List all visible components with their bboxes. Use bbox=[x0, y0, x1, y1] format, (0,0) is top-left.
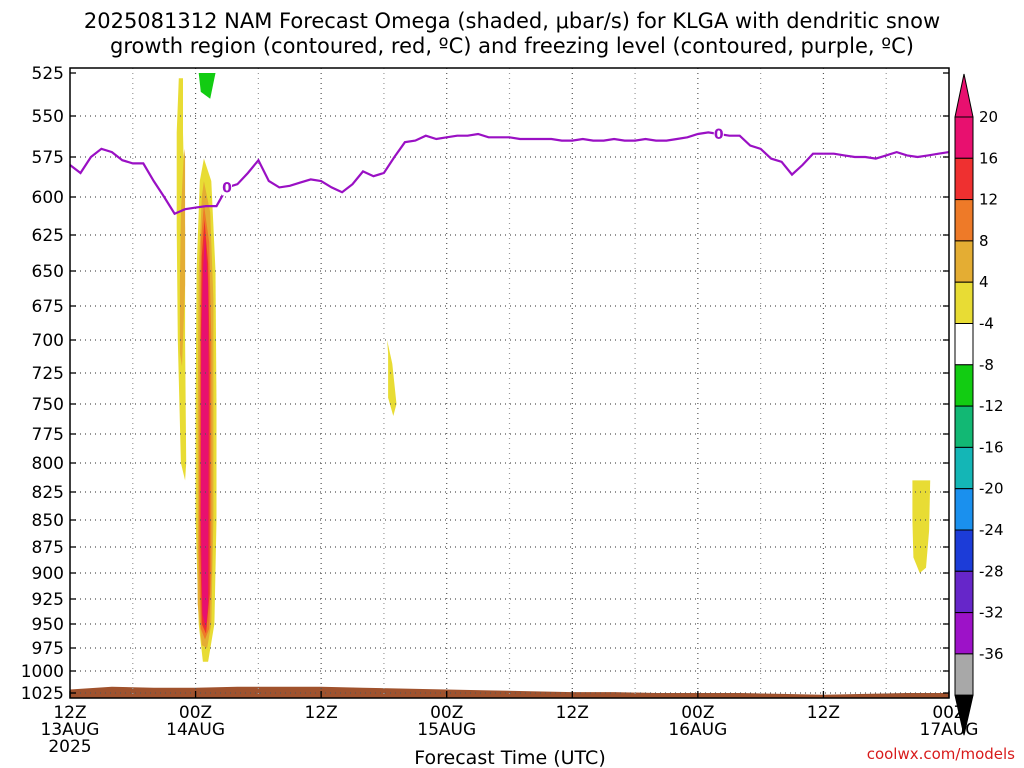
colorbar-label: -4 bbox=[979, 315, 994, 333]
colorbar-swatch bbox=[954, 116, 974, 159]
x-tick-label: 16AUG bbox=[668, 720, 727, 740]
y-tick-label: 575 bbox=[32, 148, 64, 168]
colorbar-swatch bbox=[954, 488, 974, 531]
colorbar-swatch bbox=[954, 653, 974, 696]
y-tick-label: 925 bbox=[32, 590, 64, 610]
colorbar-label: -8 bbox=[979, 356, 994, 374]
x-tick-label: 12Z bbox=[556, 703, 589, 723]
x-tick-label: 12Z bbox=[53, 703, 86, 723]
omega-region-15 bbox=[912, 480, 931, 573]
colorbar-label: -20 bbox=[979, 480, 1004, 498]
omega-region-1 bbox=[179, 148, 186, 367]
omega-region-12 bbox=[387, 340, 397, 416]
colorbar-label: 12 bbox=[979, 191, 998, 209]
chart-title-line-2: growth region (contoured, red, ºC) and f… bbox=[110, 34, 914, 58]
y-tick-label: 775 bbox=[32, 425, 64, 445]
y-tick-label: 525 bbox=[32, 64, 64, 84]
colorbar-swatch bbox=[954, 612, 974, 655]
colorbar-swatch bbox=[954, 281, 974, 325]
colorbar-label: -28 bbox=[979, 562, 1004, 580]
colorbar-legend: 20 16 12 8 4 -4 -8 -12 -16 -20 -24 -28 -32 -36 bbox=[954, 73, 1004, 736]
colorbar-swatch bbox=[954, 446, 974, 490]
y-tick-label: 850 bbox=[32, 511, 64, 531]
grid-layer bbox=[70, 68, 949, 698]
omega-region-6 bbox=[200, 235, 209, 629]
y-tick-label: 750 bbox=[32, 395, 64, 415]
omega-region-9 bbox=[236, 416, 247, 533]
y-tick-label: 875 bbox=[32, 538, 64, 558]
y-tick-label: 700 bbox=[32, 331, 64, 351]
freezing-level-label-bg bbox=[221, 178, 232, 196]
y-tick-label: 825 bbox=[32, 483, 64, 503]
x-tick-label: 12Z bbox=[305, 703, 338, 723]
colorbar-swatch bbox=[954, 529, 974, 572]
y-axis-ticks: 525 550 575 600 625 650 675 700 725 750 775 800 825 8… bbox=[21, 64, 949, 704]
colorbar-swatch bbox=[954, 199, 974, 242]
y-tick-label: 1025 bbox=[21, 684, 64, 704]
freezing-level-label: 0 bbox=[714, 127, 724, 143]
x-axis-label: Forecast Time (UTC) bbox=[414, 747, 605, 768]
colorbar-label: -16 bbox=[979, 438, 1004, 456]
colorbar-label: 8 bbox=[979, 232, 989, 250]
colorbar-bottom-arrow bbox=[954, 694, 974, 736]
x-tick-label: 12Z bbox=[807, 703, 840, 723]
x-tick-label: 17AUG bbox=[920, 720, 979, 740]
y-tick-label: 600 bbox=[32, 188, 64, 208]
colorbar-label: -24 bbox=[979, 521, 1004, 539]
freezing-level-line bbox=[69, 131, 950, 216]
y-tick-label: 950 bbox=[32, 615, 64, 635]
x-tick-label: 14AUG bbox=[166, 720, 225, 740]
colorbar-swatch bbox=[954, 405, 974, 448]
colorbar-swatch bbox=[954, 570, 974, 614]
x-tick-label: 13AUG bbox=[41, 720, 100, 740]
colorbar-label: -12 bbox=[979, 397, 1004, 415]
colorbar-label: -36 bbox=[979, 645, 1004, 663]
colorbar-label: -32 bbox=[979, 604, 1004, 622]
colorbar-swatch bbox=[954, 157, 974, 201]
plot-frame bbox=[69, 67, 950, 699]
y-tick-label: 650 bbox=[32, 262, 64, 282]
x-tick-label: 00Z bbox=[681, 703, 714, 723]
colorbar-swatch bbox=[954, 323, 974, 366]
colorbar-label: 20 bbox=[979, 108, 998, 126]
x-tick-label: 00Z bbox=[932, 703, 965, 723]
chart-title-line-1: 2025081312 NAM Forecast Omega (shaded, μ… bbox=[84, 9, 940, 33]
colorbar-swatch bbox=[954, 364, 974, 407]
x-tick-label: 00Z bbox=[430, 703, 463, 723]
source-credit: coolwx.com/models bbox=[867, 745, 1015, 763]
terrain-layer bbox=[70, 686, 949, 698]
y-tick-label: 675 bbox=[32, 297, 64, 317]
colorbar-label: 4 bbox=[979, 273, 989, 291]
omega-shading-layer bbox=[174, 69, 931, 662]
y-tick-label: 625 bbox=[32, 226, 64, 246]
colorbar-swatch bbox=[954, 240, 974, 283]
freezing-level-label-bg bbox=[713, 125, 724, 143]
omega-region-10 bbox=[174, 543, 188, 653]
y-tick-label: 550 bbox=[32, 107, 64, 127]
colorbar-top-arrow bbox=[954, 73, 974, 118]
terrain-fill bbox=[70, 686, 949, 698]
omega-region-14 bbox=[577, 638, 586, 653]
colorbar-label: 16 bbox=[979, 149, 998, 167]
y-tick-label: 725 bbox=[32, 364, 64, 384]
freezing-level-layer: 00 bbox=[69, 125, 950, 216]
y-tick-label: 975 bbox=[32, 639, 64, 659]
y-tick-label: 900 bbox=[32, 564, 64, 584]
y-tick-label: 1000 bbox=[21, 662, 64, 682]
x-tick-label: 15AUG bbox=[417, 720, 476, 740]
x-tick-label: 2025 bbox=[48, 737, 91, 757]
y-tick-label: 800 bbox=[32, 454, 64, 474]
omega-region-13 bbox=[347, 508, 412, 658]
x-tick-label: 00Z bbox=[179, 703, 212, 723]
freezing-level-label: 0 bbox=[222, 180, 232, 196]
omega-region-8 bbox=[198, 73, 216, 99]
